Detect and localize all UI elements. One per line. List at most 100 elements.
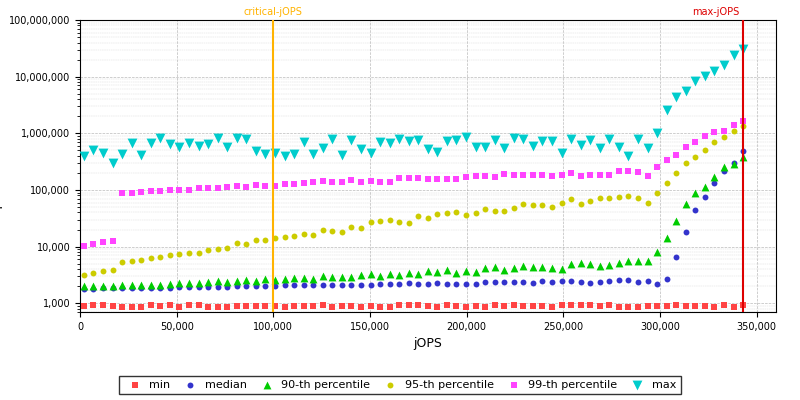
90-th percentile [288, 275, 301, 281]
min [221, 304, 234, 310]
median [306, 282, 319, 288]
min [182, 301, 195, 308]
median [660, 276, 673, 282]
median [326, 282, 338, 288]
99-th percentile [335, 179, 348, 186]
max [126, 139, 138, 146]
max [211, 135, 224, 141]
95-th percentile [306, 232, 319, 238]
99-th percentile [594, 172, 606, 178]
95-th percentile [679, 160, 692, 166]
99-th percentile [154, 188, 166, 194]
95-th percentile [269, 234, 282, 241]
min [650, 303, 663, 309]
90-th percentile [698, 183, 711, 190]
95-th percentile [507, 204, 520, 211]
min [546, 304, 558, 310]
99-th percentile [250, 182, 262, 188]
99-th percentile [345, 177, 358, 184]
min [422, 303, 434, 310]
median [470, 280, 482, 287]
99-th percentile [240, 184, 253, 190]
max [173, 144, 186, 150]
95-th percentile [470, 210, 482, 216]
90-th percentile [345, 274, 358, 281]
max [641, 145, 654, 152]
median [87, 285, 100, 292]
99-th percentile [679, 144, 692, 150]
90-th percentile [240, 277, 253, 283]
90-th percentile [660, 234, 673, 241]
median [431, 280, 444, 286]
90-th percentile [154, 281, 166, 288]
99-th percentile [498, 171, 510, 178]
99-th percentile [737, 118, 750, 124]
99-th percentile [412, 175, 425, 182]
95-th percentile [278, 234, 291, 241]
90-th percentile [144, 281, 157, 288]
99-th percentile [354, 179, 367, 185]
median [298, 282, 310, 288]
min [364, 302, 377, 309]
99-th percentile [316, 178, 329, 184]
max [670, 94, 682, 100]
median [240, 283, 253, 289]
min [478, 304, 491, 310]
90-th percentile [422, 268, 434, 275]
median [269, 283, 282, 289]
90-th percentile [450, 270, 463, 276]
min [278, 304, 291, 310]
median [517, 278, 530, 285]
95-th percentile [163, 252, 176, 258]
95-th percentile [78, 272, 90, 278]
max [546, 138, 558, 144]
95-th percentile [536, 202, 549, 208]
95-th percentile [298, 231, 310, 238]
median [345, 282, 358, 288]
99-th percentile [163, 186, 176, 193]
90-th percentile [192, 280, 205, 286]
max [565, 136, 578, 142]
95-th percentile [689, 154, 702, 160]
max [526, 143, 539, 150]
median [641, 278, 654, 284]
95-th percentile [154, 254, 166, 260]
95-th percentile [488, 208, 501, 214]
95-th percentile [670, 169, 682, 176]
min [335, 302, 348, 309]
90-th percentile [470, 269, 482, 275]
95-th percentile [211, 246, 224, 252]
99-th percentile [650, 164, 663, 170]
min [126, 304, 138, 310]
max [422, 146, 434, 152]
min [250, 303, 262, 309]
median [316, 282, 329, 288]
max [478, 144, 491, 150]
median [221, 284, 234, 290]
95-th percentile [116, 258, 129, 265]
median [116, 285, 129, 291]
99-th percentile [670, 151, 682, 158]
90-th percentile [498, 267, 510, 273]
min [565, 302, 578, 308]
99-th percentile [422, 176, 434, 182]
min [154, 302, 166, 309]
95-th percentile [584, 198, 597, 204]
90-th percentile [613, 260, 626, 266]
90-th percentile [402, 269, 415, 276]
median [163, 284, 176, 291]
max [460, 134, 473, 141]
90-th percentile [97, 283, 110, 289]
90-th percentile [306, 276, 319, 282]
90-th percentile [641, 258, 654, 264]
min [354, 304, 367, 310]
99-th percentile [134, 188, 147, 195]
95-th percentile [221, 244, 234, 251]
median [364, 282, 377, 288]
95-th percentile [326, 228, 338, 235]
max [402, 138, 415, 144]
95-th percentile [526, 202, 539, 208]
min [192, 302, 205, 308]
90-th percentile [679, 200, 692, 207]
median [727, 160, 740, 166]
